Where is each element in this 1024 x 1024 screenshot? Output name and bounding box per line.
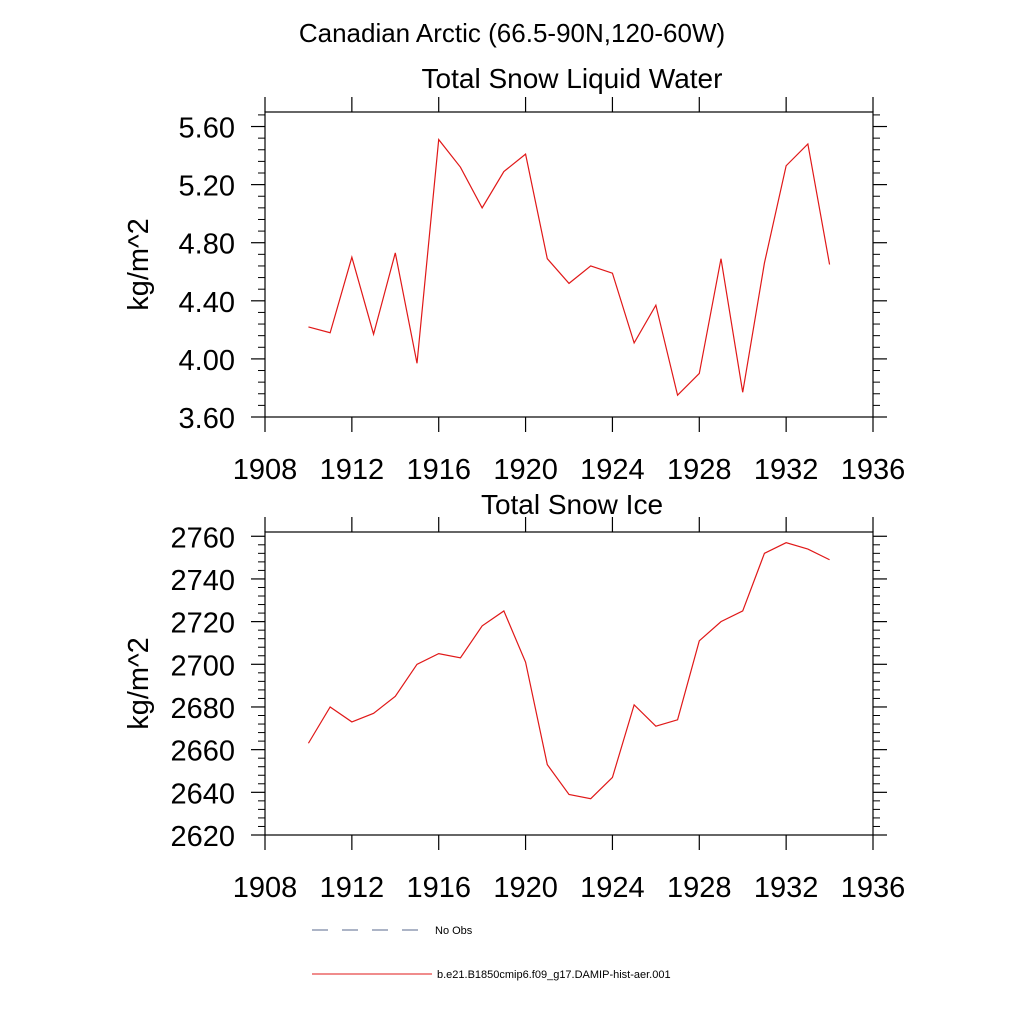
y-axis-label: kg/m^2 (123, 218, 155, 311)
y-tick-label: 2640 (170, 778, 235, 810)
chart-title: Total Snow Ice (481, 489, 663, 520)
x-tick-label: 1924 (580, 872, 645, 904)
x-tick-label: 1916 (406, 454, 471, 486)
x-tick-label: 1924 (580, 454, 645, 486)
x-tick-label: 1920 (493, 872, 558, 904)
series-line (307, 542, 830, 800)
y-axis-label: kg/m^2 (123, 637, 155, 730)
y-tick-label: 2700 (170, 650, 235, 682)
x-tick-label: 1908 (233, 872, 298, 904)
x-tick-label: 1928 (667, 872, 732, 904)
y-tick-label: 4.40 (179, 287, 235, 319)
x-tick-label: 1912 (320, 454, 385, 486)
x-tick-label: 1912 (320, 872, 385, 904)
y-tick-label: 4.80 (179, 229, 235, 261)
y-tick-label: 2740 (170, 565, 235, 597)
chart-panels: Total Snow Liquid Water 1908 1912 1916 1920 1… (123, 63, 905, 904)
y-tick-label: 2660 (170, 736, 235, 768)
legend-label: No Obs (435, 925, 473, 937)
y-tick-label: 2720 (170, 608, 235, 640)
chart-panel-1: Total Snow Liquid Water 1908 1912 1916 1920 1… (123, 63, 905, 486)
chart-panel-2: Total Snow Ice 1908 1912 1916 1920 1924 1928 19… (123, 489, 905, 904)
legend-label: b.e21.B1850cmip6.f09_g17.DAMIP-hist-aer.… (437, 969, 671, 981)
y-tick-label: 3.60 (179, 403, 235, 435)
plot-frame (264, 111, 874, 418)
x-tick-label: 1916 (406, 872, 471, 904)
y-tick-label: 2620 (170, 821, 235, 853)
y-tick-label: 2680 (170, 693, 235, 725)
series-line (308, 138, 831, 397)
x-tick-label: 1932 (754, 872, 819, 904)
chart-title: Total Snow Liquid Water (422, 63, 723, 94)
x-tick-label: 1920 (493, 454, 558, 486)
y-tick-label: 5.20 (179, 171, 235, 203)
y-tick-label: 4.00 (179, 345, 235, 377)
x-tick-label: 1932 (754, 454, 819, 486)
x-tick-label: 1928 (667, 454, 732, 486)
figure-suptitle: Canadian Arctic (66.5-90N,120-60W) (299, 18, 725, 48)
x-tick-label: 1936 (841, 872, 906, 904)
plot-frame (264, 531, 874, 836)
legend: No Obs b.e21.B1850cmip6.f09_g17.DAMIP-his… (312, 925, 671, 981)
y-tick-label: 5.60 (179, 113, 235, 145)
y-tick-label: 2760 (170, 522, 235, 554)
x-tick-label: 1936 (841, 454, 906, 486)
x-tick-label: 1908 (233, 454, 298, 486)
